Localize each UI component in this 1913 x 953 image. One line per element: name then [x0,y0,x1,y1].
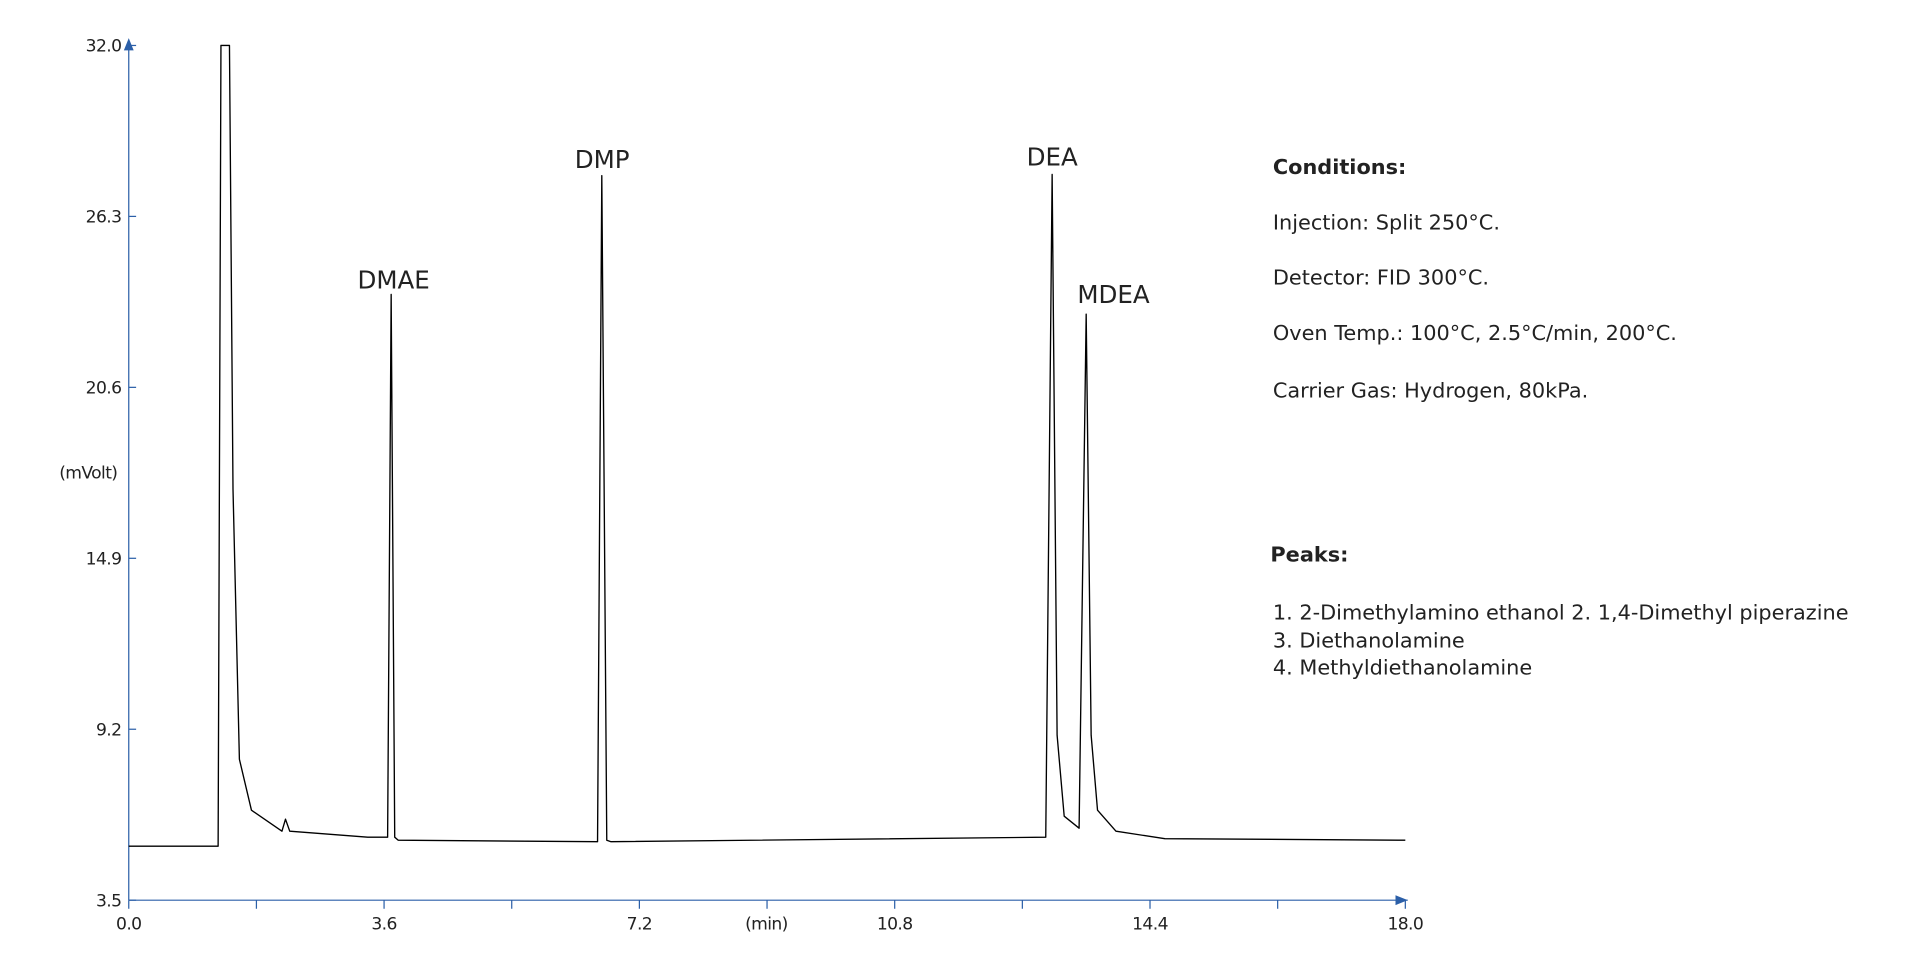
conditions-line: Carrier Gas: Hydrogen, 80kPa. [1273,378,1588,402]
y-tick-label: 32.0 [86,37,122,57]
x-tick-label: 14.4 [1132,915,1168,935]
x-axis-arrow [1395,895,1408,906]
peaks-line: 1. 2-Dimethylamino ethanol 2. 1,4-Dimeth… [1273,600,1849,624]
x-axis-label: (min) [745,915,788,935]
conditions-title: Conditions: [1273,155,1406,179]
y-tick-label: 3.5 [96,891,121,911]
conditions-line: Oven Temp.: 100°C, 2.5°C/min, 200°C. [1273,321,1677,345]
peak-label: DMAE [357,265,429,294]
conditions-line: Injection: Split 250°C. [1273,210,1500,234]
y-tick-label: 26.3 [86,208,122,228]
peaks-line: 3. Diethanolamine [1273,629,1465,653]
y-axis-label: (mVolt) [59,463,117,483]
y-tick-label: 20.6 [86,378,122,398]
peak-label: MDEA [1077,280,1150,309]
y-axis-arrow [123,38,134,51]
trace [128,44,1406,847]
x-tick-label: 7.2 [627,915,652,935]
x-tick-label: 10.8 [877,915,913,935]
peaks-title: Peaks: [1270,543,1348,567]
y-tick-label: 9.2 [96,720,121,740]
x-tick-label: 0.0 [116,915,141,935]
y-tick-label: 14.9 [86,549,122,569]
x-tick-label: 3.6 [371,915,396,935]
x-tick-label: 18.0 [1387,915,1423,935]
peak-label: DEA [1027,143,1078,172]
peak-label: DMP [575,145,630,174]
peaks-line: 4. Methyldiethanolamine [1273,656,1532,680]
conditions-line: Detector: FID 300°C. [1273,266,1489,290]
